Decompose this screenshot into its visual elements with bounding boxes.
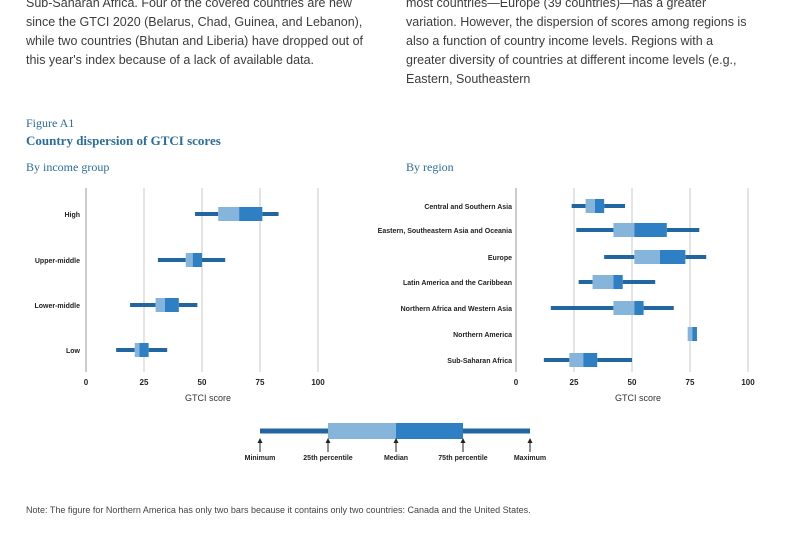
legend-arrow-icon	[325, 438, 331, 443]
body-paragraph-left: Sub-Saharan Africa. Four of the covered …	[26, 0, 364, 67]
body-text-right-column: most countries—Europe (39 countries)—has…	[406, 0, 756, 89]
body-paragraph-right: most countries—Europe (39 countries)—has…	[406, 0, 747, 86]
box-lower-sub-saharan-africa	[569, 353, 584, 367]
box-lower-northern-america	[687, 327, 693, 341]
category-label-lower-middle: Lower-middle	[34, 303, 80, 310]
box-upper-northern-america	[692, 327, 697, 341]
x-tick-label: 50	[198, 378, 207, 387]
legend-arrow-icon	[527, 438, 533, 443]
category-label-northern-america: Northern America	[453, 332, 512, 339]
legend-arrow-icon	[460, 438, 466, 443]
box-upper-lower-middle	[164, 298, 179, 312]
panel-subtitle-income: By income group	[26, 160, 110, 174]
category-label-low: Low	[66, 348, 81, 355]
box-lower-europe	[634, 250, 660, 264]
category-label-central-and-southern-asia: Central and Southern Asia	[424, 204, 512, 211]
box-lower-eastern-southeastern-asia-and-oceania	[613, 223, 635, 237]
box-upper-northern-africa-and-western-asia	[634, 301, 644, 315]
box-lower-upper-middle	[185, 253, 193, 267]
box-upper-upper-middle	[192, 253, 202, 267]
box-lower-high	[218, 207, 240, 221]
category-label-high: High	[64, 212, 80, 219]
panel-subtitle-region: By region	[406, 160, 454, 174]
category-label-eastern-southeastern-asia-and-oceania: Eastern, Southeastern Asia and Oceania	[378, 228, 512, 235]
legend-label: 25th percentile	[303, 455, 353, 462]
box-lower-latin-america-and-the-caribbean	[592, 275, 614, 289]
legend-label: 75th percentile	[438, 455, 488, 462]
figure-title: Country dispersion of GTCI scores	[26, 133, 221, 148]
x-tick-label: 100	[741, 378, 755, 387]
legend-label: Median	[384, 455, 408, 462]
x-tick-label: 75	[686, 378, 695, 387]
box-upper-low	[139, 343, 149, 357]
category-label-latin-america-and-the-caribbean: Latin America and the Caribbean	[403, 280, 512, 287]
box-lower-central-and-southern-asia	[585, 199, 595, 213]
x-tick-label: 100	[311, 378, 325, 387]
box-upper-high	[239, 207, 263, 221]
figure-note: Note: The figure for Northern America ha…	[26, 505, 531, 515]
legend-box-upper	[396, 423, 463, 439]
box-lower-lower-middle	[155, 298, 165, 312]
x-tick-label: 50	[628, 378, 637, 387]
box-lower-northern-africa-and-western-asia	[613, 301, 635, 315]
legend-label: Maximum	[514, 455, 546, 462]
box-upper-sub-saharan-africa	[583, 353, 598, 367]
category-label-sub-saharan-africa: Sub-Saharan Africa	[447, 358, 512, 365]
legend-label: Minimum	[245, 455, 276, 462]
box-upper-europe	[659, 250, 686, 264]
x-axis-title: GTCI score	[615, 393, 661, 403]
box-upper-eastern-southeastern-asia-and-oceania	[634, 223, 667, 237]
category-label-europe: Europe	[488, 255, 512, 262]
legend-arrow-icon	[257, 438, 263, 443]
box-lower-low	[134, 343, 140, 357]
x-tick-label: 0	[514, 378, 519, 387]
x-tick-label: 75	[256, 378, 265, 387]
box-upper-latin-america-and-the-caribbean	[613, 275, 623, 289]
box-upper-central-and-southern-asia	[594, 199, 605, 213]
body-text-left-column: Sub-Saharan Africa. Four of the covered …	[26, 0, 376, 70]
legend-box-lower	[328, 423, 396, 439]
legend-arrow-icon	[393, 438, 399, 443]
category-label-upper-middle: Upper-middle	[35, 258, 80, 265]
x-tick-label: 25	[570, 378, 579, 387]
x-tick-label: 0	[84, 378, 89, 387]
x-axis-title: GTCI score	[185, 393, 231, 403]
category-label-northern-africa-and-western-asia: Northern Africa and Western Asia	[401, 306, 512, 313]
x-tick-label: 25	[140, 378, 149, 387]
figure-label: Figure A1	[26, 116, 75, 130]
